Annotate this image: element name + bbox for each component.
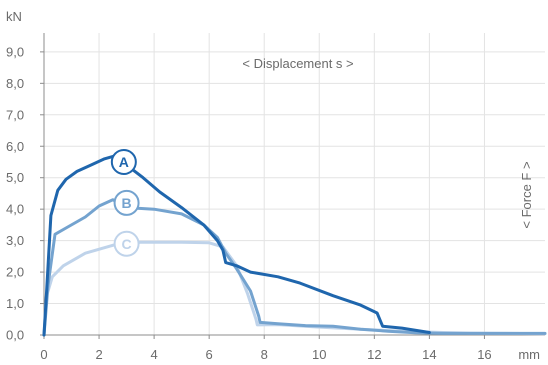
y-tick-label: 8,0 bbox=[6, 76, 24, 91]
series-badge-label: B bbox=[122, 195, 132, 211]
series-badge-label: C bbox=[122, 236, 132, 252]
series-group bbox=[42, 154, 547, 337]
y-tick-labels: 0,0 1,0 2,0 3,0 4,0 5,0 6,0 7,0 8,0 9,0 bbox=[6, 44, 44, 343]
y-tick-label: 2,0 bbox=[6, 265, 24, 280]
x-axis-label: < Displacement s > bbox=[242, 56, 353, 71]
axes bbox=[43, 33, 545, 336]
x-tick-label: 8 bbox=[261, 347, 268, 362]
x-unit-label: mm bbox=[518, 347, 540, 362]
y-tick-label: 3,0 bbox=[6, 233, 24, 248]
series-badge-label: A bbox=[119, 154, 129, 170]
x-tick-label: 16 bbox=[477, 347, 491, 362]
x-tick-label: 4 bbox=[150, 347, 157, 362]
y-tick-label: 4,0 bbox=[6, 202, 24, 217]
series-badge-b bbox=[113, 189, 140, 216]
series-line-c bbox=[42, 240, 547, 337]
y-tick-label: 0,0 bbox=[6, 328, 24, 343]
y-tick-label: 9,0 bbox=[6, 44, 24, 59]
series-badge-a bbox=[110, 148, 137, 175]
grid bbox=[44, 33, 545, 335]
y-tick-label: 7,0 bbox=[6, 107, 24, 122]
x-tick-label: 2 bbox=[95, 347, 102, 362]
x-tick-labels: 0 2 4 6 8 10 12 14 16 bbox=[40, 335, 492, 362]
x-tick-label: 10 bbox=[312, 347, 326, 362]
y-tick-label: 5,0 bbox=[6, 170, 24, 185]
y-tick-label: 6,0 bbox=[6, 139, 24, 154]
series-badges: A B C bbox=[110, 148, 140, 257]
x-tick-label: 0 bbox=[40, 347, 47, 362]
x-tick-label: 6 bbox=[206, 347, 213, 362]
x-tick-label: 14 bbox=[422, 347, 436, 362]
y-tick-label: 1,0 bbox=[6, 296, 24, 311]
y-axis-label: < Force F > bbox=[519, 161, 534, 228]
series-line-b bbox=[42, 198, 547, 337]
y-unit-label: kN bbox=[6, 9, 22, 24]
series-line-a bbox=[42, 154, 431, 337]
x-tick-label: 12 bbox=[367, 347, 381, 362]
series-badge-c bbox=[113, 230, 140, 257]
